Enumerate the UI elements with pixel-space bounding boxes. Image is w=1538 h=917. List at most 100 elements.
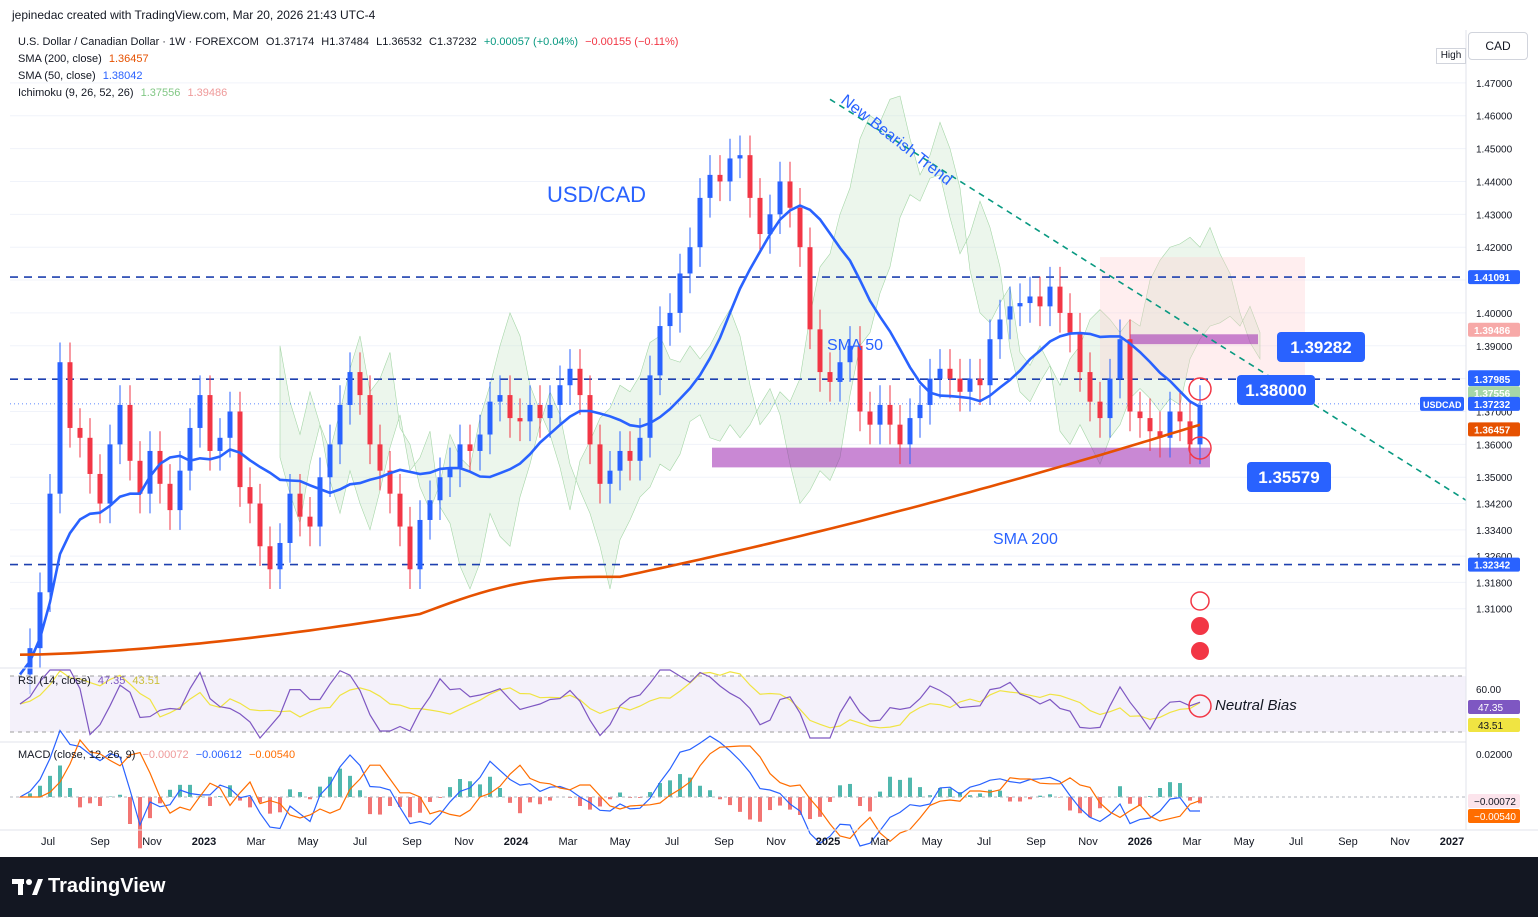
macd-hist-bar bbox=[618, 792, 622, 797]
candle-body bbox=[307, 516, 313, 527]
candle-body bbox=[1067, 312, 1073, 333]
candle-body bbox=[67, 362, 73, 428]
macd-hist-bar bbox=[668, 780, 672, 797]
time-tick: 2026 bbox=[1128, 836, 1152, 848]
macd-hist-bar bbox=[278, 797, 282, 813]
level-label-bg bbox=[1237, 375, 1315, 405]
macd-hist-bar bbox=[1048, 794, 1052, 797]
candle-body bbox=[97, 473, 103, 504]
macd-hist-bar bbox=[758, 797, 762, 822]
macd-hist-bar bbox=[68, 788, 72, 797]
macd-hist-bar bbox=[838, 785, 842, 797]
candle-body bbox=[1167, 411, 1173, 438]
macd-hist-bar bbox=[248, 797, 252, 808]
macd-hist-bar bbox=[328, 776, 332, 797]
candle-body bbox=[817, 329, 823, 373]
time-tick: Mar bbox=[1183, 836, 1202, 848]
price-tick: 1.33400 bbox=[1476, 526, 1513, 537]
time-tick: Mar bbox=[559, 836, 578, 848]
candle-body bbox=[837, 362, 843, 382]
level-label: 1.39282 bbox=[1290, 338, 1351, 357]
legend-sma200[interactable]: SMA (200, close) 1.36457 bbox=[18, 53, 149, 65]
macd-hist-bar bbox=[658, 783, 662, 797]
macd-hist-bar bbox=[538, 797, 542, 805]
macd-hist-bar bbox=[1158, 788, 1162, 797]
time-tick: Nov bbox=[1390, 836, 1410, 848]
price-tick: 1.45000 bbox=[1476, 145, 1513, 156]
candle-body bbox=[897, 424, 903, 445]
macd-hist-bar bbox=[598, 797, 602, 807]
macd-hist-bar bbox=[298, 792, 302, 797]
lightning-icon bbox=[1190, 591, 1210, 611]
macd-line bbox=[19, 729, 1200, 847]
candle-body bbox=[1107, 378, 1113, 419]
legend-macd[interactable]: MACD (close, 12, 26, 9) −0.00072 −0.0061… bbox=[18, 749, 295, 761]
macd-hist-bar bbox=[118, 794, 122, 797]
macd-hist-bar bbox=[978, 793, 982, 797]
legend-low: L1.36532 bbox=[376, 36, 422, 48]
macd-hist-bar bbox=[858, 797, 862, 806]
chart-title-annotation: USD/CAD bbox=[547, 182, 646, 207]
indicator-panes bbox=[0, 667, 1466, 849]
candle-body bbox=[207, 395, 213, 451]
macd-hist-bar bbox=[578, 797, 582, 806]
macd-hist-bar bbox=[408, 797, 412, 818]
macd-hist-bar bbox=[1198, 797, 1202, 804]
macd-hist-bar bbox=[348, 775, 352, 797]
candle-body bbox=[327, 444, 333, 478]
candle-body bbox=[1127, 339, 1133, 412]
candle-body bbox=[357, 372, 363, 396]
candle-body bbox=[687, 247, 693, 274]
price-tick: 1.35000 bbox=[1476, 473, 1513, 484]
legend-high: H1.37484 bbox=[321, 36, 370, 48]
symbol-tag-bg bbox=[1420, 396, 1464, 411]
price-tick: 1.34200 bbox=[1476, 500, 1513, 511]
candle-body bbox=[757, 197, 763, 235]
macd-hist-bar bbox=[928, 795, 932, 797]
chart-area[interactable]: 1.47000 1.46000 1.45000 1.44000 1.43000 1.420… bbox=[0, 30, 1538, 857]
macd-label-bg bbox=[1468, 809, 1520, 823]
rsi-label: 47.35 bbox=[1478, 703, 1503, 714]
legend-rsi[interactable]: RSI (14, close) 47.35 43.51 bbox=[18, 675, 160, 687]
candle-body bbox=[967, 378, 973, 392]
price-tick: 1.42000 bbox=[1476, 243, 1513, 254]
macd-hist-bar bbox=[1138, 797, 1142, 806]
legend-ichimoku[interactable]: Ichimoku (9, 26, 52, 26) 1.37556 1.39486 bbox=[18, 87, 227, 99]
time-tick: Nov bbox=[1078, 836, 1098, 848]
time-tick: Nov bbox=[766, 836, 786, 848]
macd-hist-bar bbox=[1128, 797, 1132, 804]
legend-sma50[interactable]: SMA (50, close) 1.38042 bbox=[18, 70, 142, 82]
price-tick: 1.40000 bbox=[1476, 309, 1513, 320]
macd-hist-bar bbox=[398, 797, 402, 807]
macd-hist-bar bbox=[1188, 797, 1192, 801]
macd-hist-value: −0.00072 bbox=[142, 749, 189, 761]
macd-hist-bar bbox=[738, 797, 742, 812]
macd-hist-bar bbox=[1178, 783, 1182, 797]
candle-body bbox=[147, 450, 153, 494]
time-tick: Jul bbox=[41, 836, 55, 848]
macd-hist-bar bbox=[1078, 797, 1082, 814]
candle-body bbox=[417, 519, 423, 570]
rsi-line bbox=[19, 669, 1201, 740]
time-tick: Jul bbox=[353, 836, 367, 848]
moving-averages bbox=[18, 204, 1201, 676]
candle-body bbox=[587, 395, 593, 445]
candle-body bbox=[347, 372, 353, 405]
legend-symbol-text: U.S. Dollar / Canadian Dollar · 1W · FOR… bbox=[18, 36, 259, 48]
currency-button[interactable]: CAD bbox=[1468, 32, 1528, 60]
candle-body bbox=[137, 460, 143, 494]
sma200-value: 1.36457 bbox=[108, 53, 149, 65]
macd-hist-bar bbox=[698, 785, 702, 797]
macd-hist-bar bbox=[518, 797, 522, 814]
time-tick: 2027 bbox=[1440, 836, 1464, 848]
macd-hist-bar bbox=[168, 789, 172, 797]
price-label-bg bbox=[1468, 270, 1520, 285]
rsi-label: 43.51 bbox=[1478, 721, 1503, 732]
price-chart-svg[interactable]: 1.47000 1.46000 1.45000 1.44000 1.43000 1.420… bbox=[0, 30, 1538, 857]
price-label-bg bbox=[1468, 322, 1520, 337]
resistance-zone bbox=[1130, 334, 1258, 345]
macd-hist-bar bbox=[608, 797, 612, 800]
macd-label: −0.00540 bbox=[1474, 812, 1516, 823]
us-flag-icon bbox=[1191, 642, 1209, 660]
time-tick: Sep bbox=[714, 836, 734, 848]
